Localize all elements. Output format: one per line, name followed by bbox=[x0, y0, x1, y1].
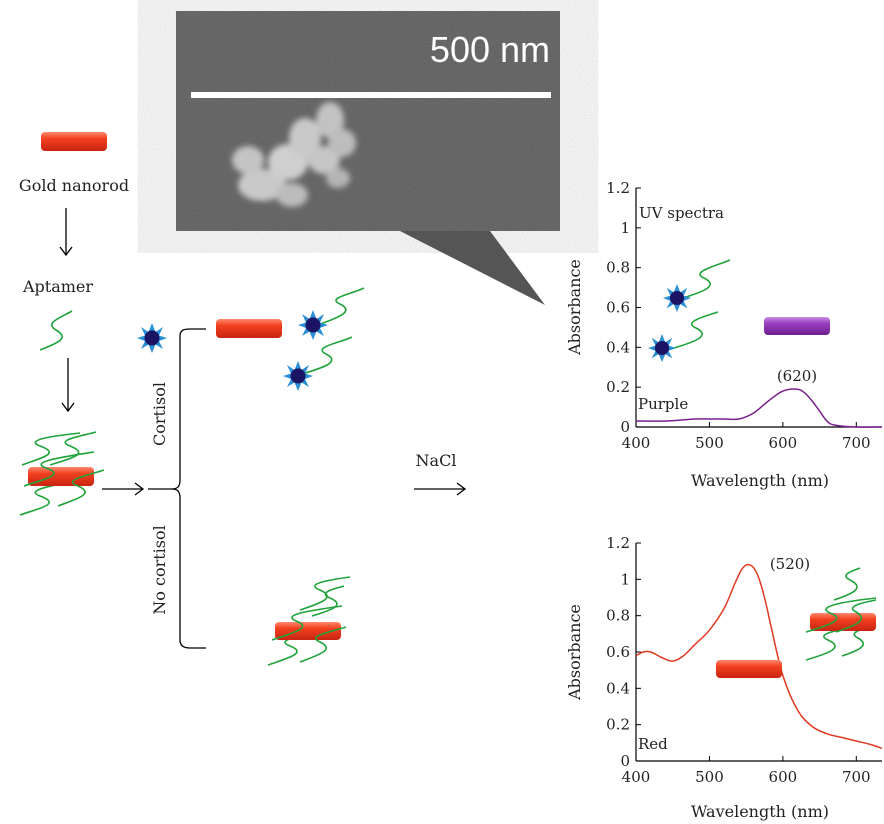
chart1-annotation-title: UV spectra bbox=[639, 204, 724, 222]
cortisol-molecule bbox=[137, 323, 167, 353]
aptamer-cortisol-complex bbox=[298, 287, 365, 340]
chart1-series-line bbox=[635, 388, 883, 428]
chart2-x-axis-label: Wavelength (nm) bbox=[691, 802, 829, 821]
chart1-peak-label: (620) bbox=[777, 367, 817, 385]
y-tick-label: 0.8 bbox=[606, 259, 630, 277]
chart1-x-axis-label: Wavelength (nm) bbox=[691, 471, 829, 490]
aptamer-cortisol-complex bbox=[283, 336, 353, 391]
arrow-down-1 bbox=[59, 208, 73, 257]
chart2-ticks bbox=[635, 542, 857, 762]
chart2-dispersed-nanorod bbox=[716, 660, 782, 678]
scale-bar-label: 500 nm bbox=[430, 29, 550, 70]
y-tick-label: 0.4 bbox=[606, 679, 630, 697]
y-tick-label: 0 bbox=[620, 418, 630, 436]
nacl-arrow bbox=[414, 482, 467, 496]
y-tick-label: 0.6 bbox=[606, 643, 630, 661]
nanorod-aptamer-conjugate bbox=[19, 431, 105, 516]
no-cortisol-label: No cortisol bbox=[150, 525, 169, 614]
sem-image: 500 nm bbox=[176, 11, 560, 231]
chart1-axes bbox=[635, 188, 882, 428]
x-tick-label: 400 bbox=[622, 434, 651, 452]
x-tick-label: 700 bbox=[842, 768, 871, 786]
chart2-curve-label: Red bbox=[638, 735, 668, 753]
chart-purple-spectrum: 400 500 600 700 0 0.2 0.4 0.6 0.8 1 1.2 UV spectra… bbox=[565, 179, 883, 490]
chart1-aptamer-cortisol-complex bbox=[662, 259, 731, 313]
nacl-label: NaCl bbox=[416, 451, 457, 470]
chart1-tick-labels: 400 500 600 700 0 0.2 0.4 0.6 0.8 1 1.2 bbox=[606, 179, 870, 452]
chart2-y-axis-label: Absorbance bbox=[565, 604, 584, 701]
nanorod-cluster bbox=[232, 102, 356, 207]
chart2-tick-labels: 400 500 600 700 0 0.2 0.4 0.6 0.8 1 1.2 bbox=[606, 534, 870, 786]
y-tick-label: 1.2 bbox=[606, 534, 630, 552]
arrow-down-2 bbox=[61, 358, 75, 413]
y-tick-label: 1.2 bbox=[606, 179, 630, 197]
branch-bracket bbox=[148, 328, 206, 649]
y-tick-label: 0.2 bbox=[606, 716, 630, 734]
x-tick-label: 500 bbox=[695, 768, 724, 786]
chart2-peak-label: (520) bbox=[770, 555, 810, 573]
callout-pointer bbox=[400, 231, 545, 305]
chart1-curve-label: Purple bbox=[638, 395, 688, 413]
chart2-axes bbox=[635, 543, 882, 762]
chart2-nanorod-aptamer-conjugate bbox=[805, 567, 877, 661]
gold-nanorod bbox=[41, 132, 107, 151]
chart1-aptamer-cortisol-complex bbox=[647, 311, 719, 363]
y-tick-label: 0 bbox=[620, 752, 630, 770]
x-tick-label: 500 bbox=[695, 434, 724, 452]
x-tick-label: 600 bbox=[769, 768, 798, 786]
y-tick-label: 1 bbox=[620, 570, 630, 588]
y-tick-label: 1 bbox=[620, 219, 630, 237]
aptamer-strand bbox=[39, 310, 73, 351]
bare-nanorod bbox=[216, 319, 282, 338]
chart1-y-axis-label: Absorbance bbox=[565, 259, 584, 356]
x-tick-label: 600 bbox=[769, 434, 798, 452]
gold-nanorod-label: Gold nanorod bbox=[19, 176, 129, 195]
nanorod-aptamer-conjugate-no-cortisol bbox=[267, 576, 351, 666]
y-tick-label: 0.4 bbox=[606, 338, 630, 356]
scale-bar bbox=[191, 92, 551, 98]
aptamer-label: Aptamer bbox=[22, 277, 93, 296]
arrow-right-1 bbox=[102, 482, 145, 496]
chart1-aggregated-nanorod bbox=[764, 317, 830, 335]
chart1-ticks bbox=[635, 187, 857, 428]
chart2-series-line bbox=[635, 563, 883, 750]
x-tick-label: 700 bbox=[842, 434, 871, 452]
cortisol-label: Cortisol bbox=[150, 382, 169, 446]
y-tick-label: 0.8 bbox=[606, 607, 630, 625]
y-tick-label: 0.2 bbox=[606, 378, 630, 396]
x-tick-label: 400 bbox=[622, 768, 651, 786]
y-tick-label: 0.6 bbox=[606, 299, 630, 317]
